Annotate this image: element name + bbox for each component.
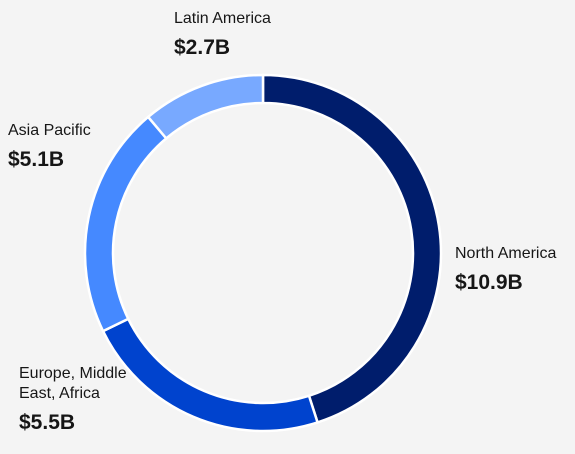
donut-segment	[261, 73, 443, 425]
segment-name: Europe, Middle East, Africa	[19, 365, 127, 402]
segment-value: $2.7B	[174, 36, 231, 59]
segment-name: North America	[455, 245, 557, 262]
segment-name: Latin America	[174, 10, 271, 27]
segment-label: Europe, Middle East, Africa $5.5B	[19, 364, 129, 436]
donut-segment	[146, 73, 265, 141]
segment-value: $5.5B	[19, 411, 76, 434]
segment-label: Asia Pacific $5.1B	[8, 121, 128, 173]
donut-segment	[101, 317, 320, 433]
segment-name: Asia Pacific	[8, 122, 91, 139]
segment-label: Latin America $2.7B	[174, 9, 314, 61]
segment-value: $10.9B	[455, 271, 523, 294]
segment-label: North America $10.9B	[455, 244, 575, 296]
segment-value: $5.1B	[8, 148, 65, 171]
